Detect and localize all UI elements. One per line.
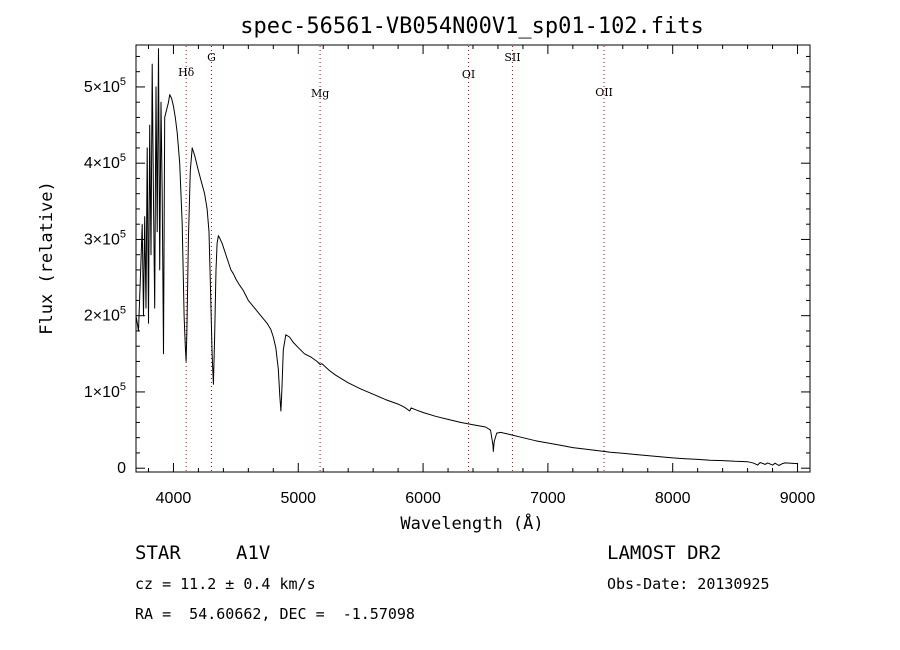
survey-name: LAMOST DR2 <box>607 542 721 564</box>
x-tick-label: 7000 <box>530 490 566 507</box>
x-tick-label: 9000 <box>780 490 816 507</box>
line-label-g: G <box>207 51 216 64</box>
obs-date: Obs-Date: 20130925 <box>607 575 770 593</box>
info-panel: STAR A1V LAMOST DR2 cz = 11.2 ± 0.4 km/s… <box>135 542 770 623</box>
y-tick-label: 2×105 <box>84 305 126 325</box>
y-tick-label: 0 <box>117 460 126 477</box>
y-tick-label: 4×105 <box>84 152 126 172</box>
line-label-mg: Mg <box>311 87 329 100</box>
x-tick-label: 5000 <box>280 490 316 507</box>
line-label-h: Hδ <box>178 66 195 79</box>
line-label-sii: SII <box>504 51 520 64</box>
x-axis-ticks: 4000 5000 6000 7000 8000 9000 <box>147 45 816 507</box>
chart-title: spec-56561-VB054N00V1_sp01-102.fits <box>240 14 704 39</box>
y-axis-ticks: 0 1×105 2×105 3×105 4×105 5×105 <box>84 55 810 477</box>
spectral-line-labels: Hδ G Mg OI SII OII <box>178 51 613 100</box>
y-axis-label: Flux (relative) <box>37 181 57 335</box>
x-axis-label: Wavelength (Å) <box>400 512 543 534</box>
spectrum-line <box>135 48 798 466</box>
x-tick-label: 6000 <box>405 490 441 507</box>
spectral-line-markers <box>185 46 605 471</box>
y-tick-label: 3×105 <box>84 228 126 248</box>
plot-frame <box>135 44 811 473</box>
y-tick-label: 5×105 <box>84 76 126 96</box>
x-tick-label: 4000 <box>156 490 192 507</box>
object-class: STAR <box>135 542 181 564</box>
y-tick-label: 1×105 <box>84 381 126 401</box>
line-label-oii: OII <box>595 86 613 99</box>
redshift-cz: cz = 11.2 ± 0.4 km/s <box>135 575 316 593</box>
object-subclass: A1V <box>236 542 270 564</box>
ra-dec-coordinates: RA = 54.60662, DEC = -1.57098 <box>135 605 415 623</box>
line-label-oi: OI <box>462 68 475 81</box>
x-tick-label: 8000 <box>655 490 691 507</box>
